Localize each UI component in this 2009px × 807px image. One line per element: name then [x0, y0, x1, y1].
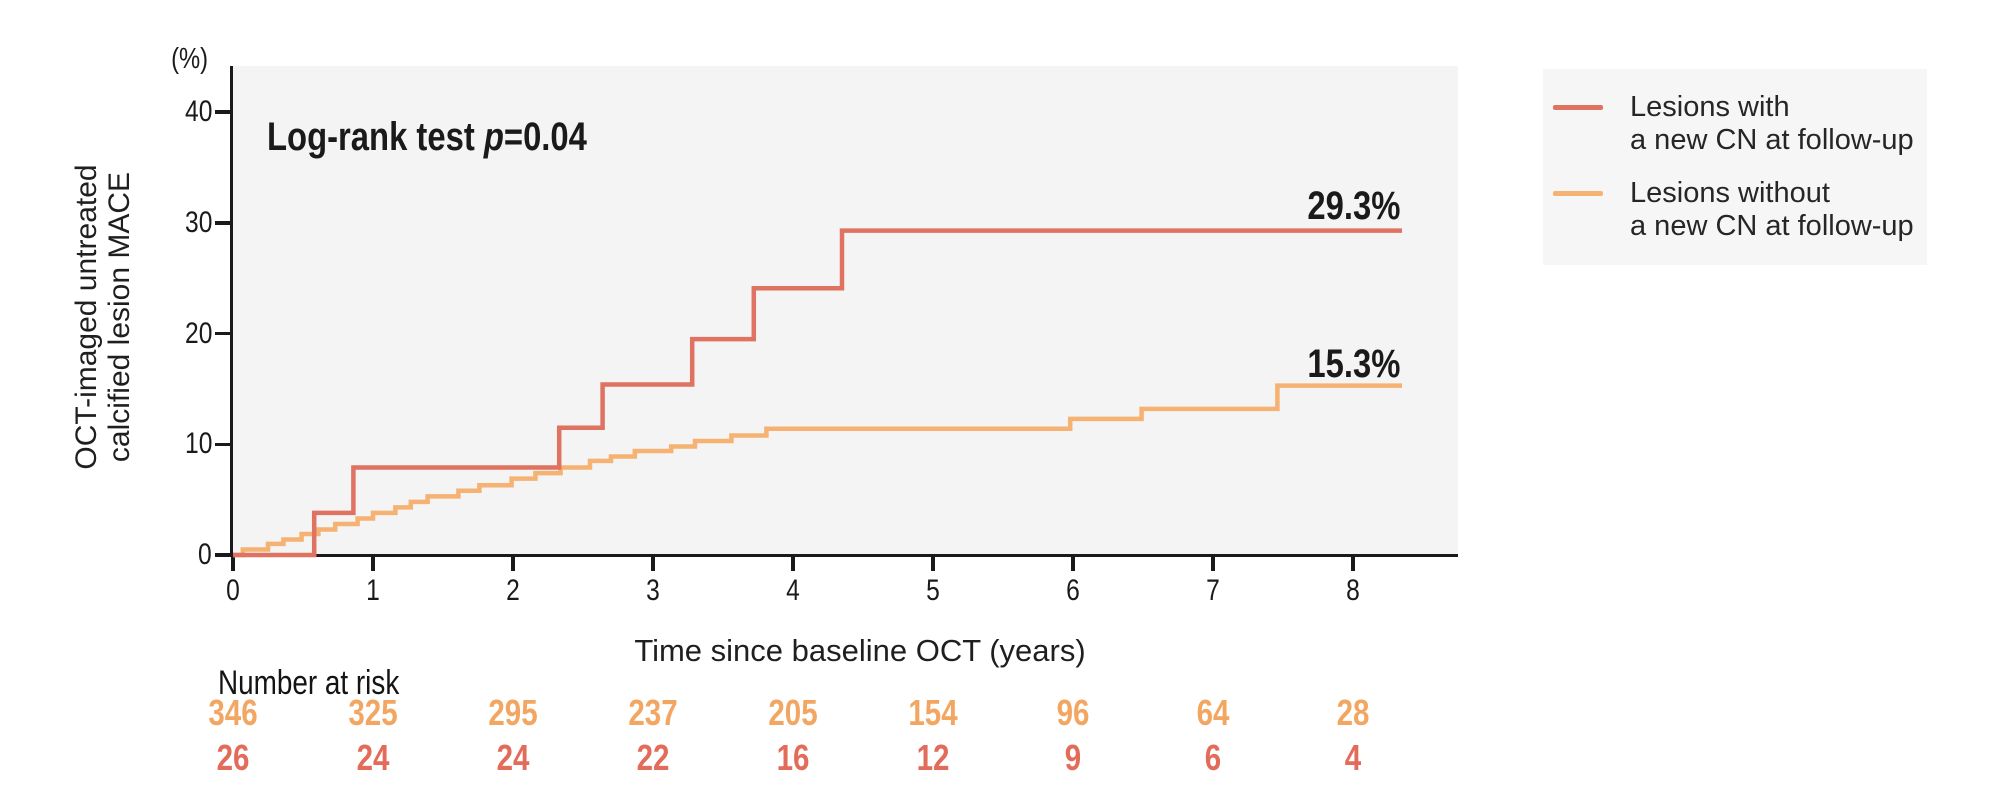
at-risk-count: 325 [348, 692, 398, 733]
x-tick-label: 7 [1206, 574, 1220, 607]
legend-line-swatch-red [1553, 105, 1603, 110]
at-risk-count: 28 [1336, 692, 1370, 733]
p-symbol: p [483, 115, 504, 159]
at-risk-count: 205 [768, 692, 818, 733]
log-rank-annotation: Log-rank test p=0.04 [267, 116, 657, 158]
x-tick-mark [231, 557, 235, 571]
legend-entry-with-cn: Lesions with a new CN at follow-up [1553, 91, 1927, 157]
at-risk-count: 4 [1344, 737, 1362, 778]
at-risk-count: 26 [216, 737, 250, 778]
p-value: =0.04 [503, 115, 587, 159]
at-risk-count: 9 [1064, 737, 1082, 778]
y-axis-title-line1: OCT-imaged untreated [70, 164, 103, 470]
legend-label-line1: Lesions with [1630, 91, 1790, 123]
at-risk-count: 24 [496, 737, 530, 778]
x-tick-label: 5 [926, 574, 940, 607]
legend-line-swatch-orange [1553, 191, 1603, 196]
x-tick-mark [511, 557, 515, 571]
y-tick-mark [215, 110, 230, 114]
x-tick-label: 6 [1066, 574, 1080, 607]
y-tick-mark [215, 442, 230, 447]
legend-label-line1: Lesions without [1630, 177, 1830, 209]
curve-end-label-without-cn: 15.3% [1306, 342, 1400, 386]
x-tick-label: 1 [366, 574, 380, 607]
at-risk-count: 6 [1204, 737, 1222, 778]
y-axis-title: OCT-imaged untreated calcified lesion MA… [70, 107, 136, 527]
y-tick-mark [215, 331, 230, 336]
x-tick-mark [1351, 557, 1355, 571]
at-risk-count: 24 [356, 737, 390, 778]
legend-entry-without-cn: Lesions without a new CN at follow-up [1553, 177, 1927, 243]
x-tick-label: 0 [226, 574, 240, 607]
y-tick-label: 10 [184, 427, 212, 461]
at-risk-count: 96 [1056, 692, 1090, 733]
legend-label-line2: a new CN at follow-up [1630, 210, 1914, 242]
x-tick-label: 3 [646, 574, 660, 607]
x-tick-label: 2 [506, 574, 520, 607]
at-risk-count: 154 [908, 692, 958, 733]
x-tick-mark [931, 557, 935, 571]
at-risk-count: 22 [636, 737, 670, 778]
legend: Lesions with a new CN at follow-up Lesio… [1543, 69, 1927, 265]
x-tick-mark [1211, 557, 1215, 571]
y-tick-label: 30 [184, 205, 212, 239]
curve-end-label-with-cn: 29.3% [1306, 184, 1400, 228]
at-risk-count: 346 [208, 692, 258, 733]
at-risk-count: 237 [628, 692, 678, 733]
x-tick-mark [791, 557, 795, 571]
at-risk-count: 64 [1196, 692, 1230, 733]
y-axis-unit-label: (%) [171, 43, 208, 75]
at-risk-count: 12 [916, 737, 950, 778]
y-tick-mark [215, 553, 230, 557]
x-tick-mark [1071, 557, 1075, 571]
x-tick-label: 4 [786, 574, 800, 607]
x-axis-title: Time since baseline OCT (years) [634, 633, 1086, 668]
x-tick-mark [651, 557, 655, 571]
y-tick-label: 0 [198, 538, 212, 571]
x-tick-label: 8 [1346, 574, 1360, 607]
at-risk-count: 295 [488, 692, 538, 733]
y-tick-label: 20 [184, 316, 212, 350]
y-tick-mark [215, 221, 230, 225]
x-tick-mark [371, 557, 375, 571]
y-tick-label: 40 [184, 95, 212, 129]
log-rank-text: Log-rank test [267, 115, 484, 159]
at-risk-count: 16 [776, 737, 810, 778]
number-at-risk-header: Number at risk [218, 664, 400, 702]
legend-label-line2: a new CN at follow-up [1630, 124, 1914, 156]
